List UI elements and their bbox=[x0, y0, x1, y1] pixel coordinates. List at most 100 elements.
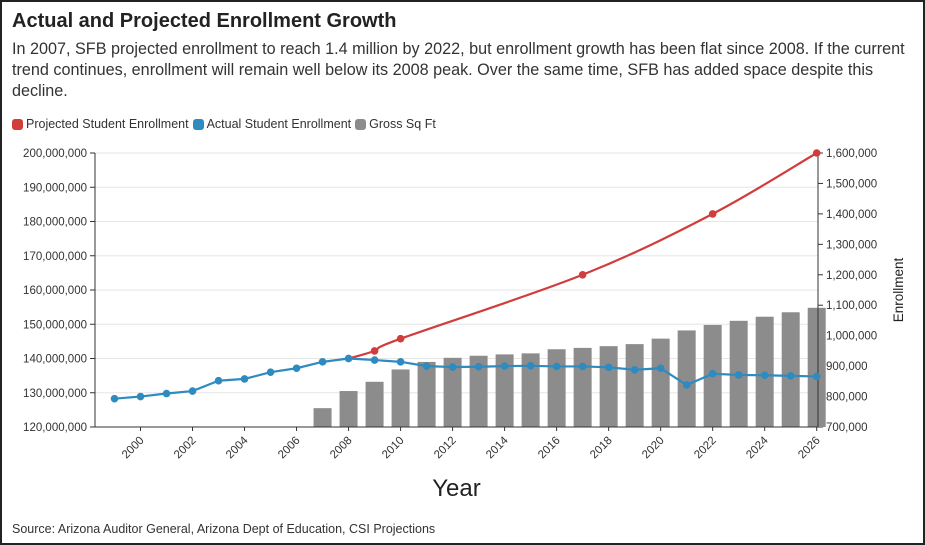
actual-enrollment-point bbox=[240, 375, 249, 383]
left-tick-label: 120,000,000 bbox=[23, 422, 87, 434]
right-tick-label: 1,600,000 bbox=[826, 148, 877, 160]
actual-enrollment-point bbox=[500, 362, 509, 370]
actual-enrollment-point bbox=[734, 371, 743, 379]
bar-gross-sq-ft bbox=[599, 346, 618, 427]
actual-enrollment-point bbox=[760, 371, 769, 380]
bar-gross-sq-ft bbox=[339, 391, 358, 427]
bar-gross-sq-ft bbox=[677, 330, 696, 427]
bar-gross-sq-ft bbox=[365, 381, 384, 427]
x-tick-label: 2002 bbox=[172, 435, 199, 462]
chart-title: Actual and Projected Enrollment Growth bbox=[12, 10, 397, 32]
x-tick-label: 2014 bbox=[484, 434, 511, 461]
actual-enrollment-point bbox=[656, 364, 665, 373]
bar-gross-sq-ft bbox=[521, 353, 540, 427]
legend-item-projected[interactable]: Projected Student Enrollment bbox=[12, 117, 189, 131]
actual-enrollment-point bbox=[552, 362, 561, 371]
legend-label-projected: Projected Student Enrollment bbox=[26, 117, 189, 131]
x-tick-label: 2026 bbox=[796, 435, 823, 462]
right-tick-label: 1,000,000 bbox=[826, 331, 877, 343]
x-tick-label: 2010 bbox=[380, 435, 407, 462]
actual-enrollment-point bbox=[188, 387, 197, 395]
actual-enrollment-point bbox=[136, 392, 145, 401]
projected-enrollment-point bbox=[812, 149, 821, 157]
bar-gross-sq-ft bbox=[495, 354, 514, 427]
actual-enrollment-point bbox=[370, 356, 379, 364]
x-tick-label: 2012 bbox=[432, 435, 459, 462]
right-tick-label: 900,000 bbox=[826, 361, 868, 373]
right-tick-label: 700,000 bbox=[826, 422, 868, 434]
left-tick-label: 130,000,000 bbox=[23, 388, 87, 400]
x-tick-label: 2016 bbox=[536, 435, 563, 462]
bar-gross-sq-ft bbox=[573, 347, 592, 427]
bar-gross-sq-ft bbox=[651, 338, 670, 427]
left-tick-label: 160,000,000 bbox=[23, 285, 87, 297]
legend-swatch-sqft bbox=[355, 118, 367, 130]
right-tick-label: 800,000 bbox=[826, 392, 868, 404]
actual-enrollment-point bbox=[708, 369, 717, 378]
x-tick-label: 2018 bbox=[588, 435, 615, 462]
actual-enrollment-point bbox=[604, 363, 613, 372]
x-tick-label: 2006 bbox=[276, 435, 303, 462]
bar-gross-sq-ft bbox=[547, 349, 566, 427]
actual-enrollment-point bbox=[630, 365, 639, 374]
actual-enrollment-point bbox=[292, 364, 301, 373]
x-axis-title: Year bbox=[432, 475, 481, 502]
right-axis-title: Enrollment bbox=[891, 257, 906, 322]
x-tick-label: 2000 bbox=[120, 435, 147, 462]
actual-enrollment-point bbox=[344, 354, 353, 363]
x-tick-label: 2024 bbox=[744, 434, 771, 461]
actual-enrollment-point bbox=[786, 372, 795, 380]
bar-gross-sq-ft bbox=[781, 312, 800, 427]
actual-enrollment-point bbox=[474, 362, 483, 371]
actual-enrollment-point bbox=[162, 389, 171, 398]
right-tick-label: 1,400,000 bbox=[826, 209, 877, 221]
bar-gross-sq-ft bbox=[313, 408, 332, 427]
source-note: Source: Arizona Auditor General, Arizona… bbox=[12, 522, 436, 536]
actual-enrollment-point bbox=[396, 358, 405, 366]
left-tick-label: 200,000,000 bbox=[23, 148, 87, 160]
bar-gross-sq-ft bbox=[391, 369, 410, 427]
right-tick-label: 1,100,000 bbox=[826, 300, 877, 312]
x-tick-label: 2020 bbox=[640, 435, 667, 462]
actual-enrollment-line bbox=[114, 357, 817, 400]
projected-enrollment-point bbox=[370, 347, 379, 355]
legend-item-actual[interactable]: Actual Student Enrollment bbox=[192, 117, 351, 131]
left-tick-label: 190,000,000 bbox=[23, 182, 87, 194]
bar-gross-sq-ft bbox=[807, 307, 826, 427]
actual-enrollment-point bbox=[682, 381, 691, 389]
actual-enrollment-point bbox=[214, 376, 223, 385]
actual-enrollment-point bbox=[110, 394, 119, 403]
projected-enrollment-point bbox=[708, 210, 717, 218]
actual-enrollment-point bbox=[422, 362, 431, 370]
projected-enrollment-point bbox=[396, 334, 405, 343]
chart-subtitle: In 2007, SFB projected enrollment to rea… bbox=[12, 40, 905, 100]
left-tick-label: 150,000,000 bbox=[23, 319, 87, 331]
right-tick-label: 1,500,000 bbox=[826, 178, 877, 190]
legend-swatch-projected bbox=[12, 118, 23, 130]
actual-enrollment-point bbox=[578, 362, 587, 371]
right-tick-label: 1,200,000 bbox=[826, 270, 877, 282]
legend: Projected Student Enrollment Actual Stud… bbox=[12, 117, 440, 131]
x-tick-label: 2022 bbox=[692, 435, 719, 462]
actual-enrollment-point bbox=[266, 368, 275, 377]
bar-gross-sq-ft bbox=[625, 344, 644, 427]
projected-enrollment-point bbox=[578, 270, 587, 279]
x-tick-label: 2008 bbox=[328, 435, 355, 462]
actual-enrollment-point bbox=[448, 363, 457, 371]
legend-swatch-actual bbox=[192, 118, 204, 130]
legend-label-sqft: Gross Sq Ft bbox=[369, 117, 436, 131]
right-tick-label: 1,300,000 bbox=[826, 239, 877, 251]
x-tick-label: 2004 bbox=[224, 434, 251, 461]
legend-item-sqft[interactable]: Gross Sq Ft bbox=[355, 117, 436, 131]
actual-enrollment-point bbox=[318, 358, 327, 366]
left-tick-label: 140,000,000 bbox=[23, 354, 87, 366]
actual-enrollment-point bbox=[812, 372, 821, 381]
left-tick-label: 170,000,000 bbox=[23, 251, 87, 263]
bar-gross-sq-ft bbox=[417, 361, 436, 427]
bar-gross-sq-ft bbox=[469, 355, 488, 427]
bar-gross-sq-ft bbox=[443, 357, 462, 427]
actual-enrollment-point bbox=[526, 362, 535, 370]
left-tick-label: 180,000,000 bbox=[23, 217, 87, 229]
